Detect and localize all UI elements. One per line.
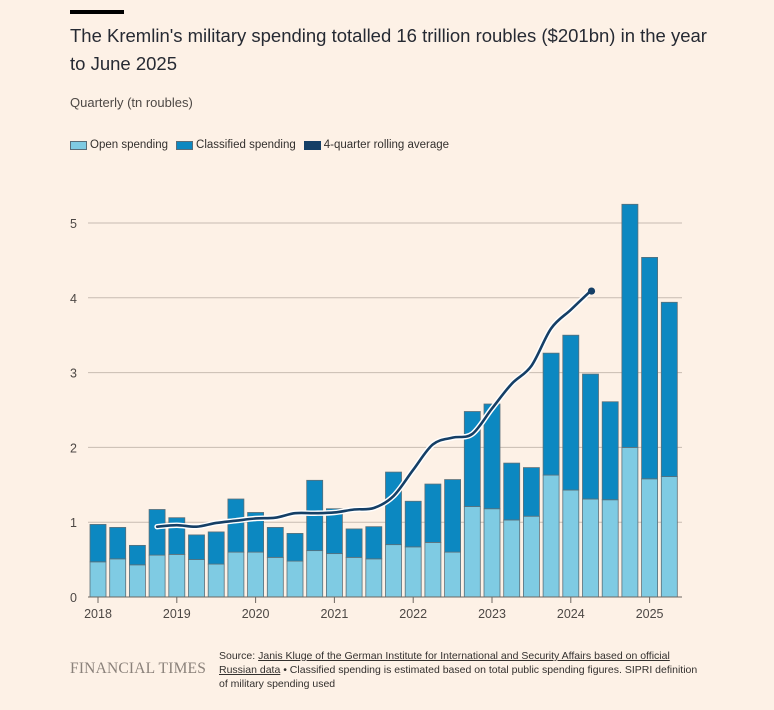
x-tick-label: 2019 xyxy=(163,607,191,621)
bar-open xyxy=(168,553,186,598)
x-tick-label: 2023 xyxy=(478,607,506,621)
x-tick-label: 2020 xyxy=(242,607,270,621)
y-tick-label: 4 xyxy=(70,292,77,306)
bar-open xyxy=(89,561,107,598)
bar-classified xyxy=(444,479,462,553)
y-tick-label: 0 xyxy=(70,591,77,605)
bar-classified xyxy=(582,373,599,500)
bar-classified xyxy=(404,500,422,548)
bar-open xyxy=(523,515,540,598)
source-note-text: • Classified spending is estimated based… xyxy=(219,664,698,690)
bar-open xyxy=(404,546,422,598)
chart-title: The Kremlin's military spending totalled… xyxy=(70,25,707,74)
legend-swatch-rolling-average xyxy=(303,140,321,150)
y-tick-label: 3 xyxy=(70,367,77,381)
bar-classified xyxy=(148,509,166,556)
bar-open xyxy=(306,550,324,598)
bar-classified xyxy=(562,334,580,491)
bar-open xyxy=(641,478,658,598)
ft-top-rule xyxy=(70,10,124,14)
bar-classified xyxy=(247,512,265,553)
legend-item-classified: Classified spending xyxy=(176,139,296,151)
chart-subtitle: Quarterly (tn roubles) xyxy=(70,95,193,110)
bar-classified xyxy=(424,483,442,543)
bar-classified xyxy=(286,533,304,562)
bar-classified xyxy=(660,301,678,477)
rolling-average-endpoint xyxy=(587,287,596,295)
legend-item-open: Open spending xyxy=(70,139,168,151)
y-tick-label: 1 xyxy=(70,516,77,530)
x-tick-label: 2022 xyxy=(399,607,427,621)
bar-open xyxy=(207,563,225,598)
bar-open xyxy=(385,544,402,598)
bar-open xyxy=(227,551,245,598)
rolling-average-line xyxy=(155,289,592,529)
source-note: Source: Janis Kluge of the German Instit… xyxy=(219,649,699,691)
y-tick-label: 5 xyxy=(70,217,77,231)
legend-label-classified: Classified spending xyxy=(196,139,296,151)
bar-open xyxy=(365,558,383,598)
bar-open xyxy=(148,554,166,598)
bar-classified xyxy=(188,534,205,561)
bar-classified xyxy=(109,527,127,560)
bar-open xyxy=(582,498,599,598)
bar-classified xyxy=(542,352,560,476)
bar-open xyxy=(463,506,481,598)
bar-open xyxy=(503,519,521,598)
bar-classified xyxy=(641,257,658,480)
chart-plot: 0 1 2 3 4 5 2018 2019 2020 2021 2022 2023 2024 2025 xyxy=(70,203,682,621)
y-tick-label: 2 xyxy=(70,441,77,455)
x-tick-label: 2018 xyxy=(84,607,112,621)
bar-open xyxy=(444,551,462,598)
bar-classified xyxy=(503,462,521,521)
bar-open xyxy=(109,558,127,598)
x-tick-label: 2021 xyxy=(320,607,348,621)
legend-swatch-open xyxy=(70,140,87,150)
x-tick-label: 2025 xyxy=(636,607,664,621)
bar-open xyxy=(424,541,442,598)
source-link[interactable]: Janis Kluge of the German Institute for … xyxy=(219,650,670,676)
legend-label-rolling-average: 4-quarter rolling average xyxy=(323,139,450,151)
bar-classified xyxy=(266,527,284,558)
bar-open xyxy=(621,446,639,598)
bar-open xyxy=(286,560,304,598)
bar-open xyxy=(542,474,560,598)
bar-classified xyxy=(365,526,383,560)
bar-open xyxy=(483,508,501,598)
bar-classified xyxy=(227,498,245,553)
bar-classified xyxy=(621,203,639,448)
bar-classified xyxy=(325,508,343,555)
legend: Open spending Classified spending 4-quar… xyxy=(70,139,449,151)
x-tick-label: 2024 xyxy=(557,607,585,621)
source-prefix: Source: xyxy=(219,650,259,662)
bar-open xyxy=(247,551,265,598)
bar-classified xyxy=(345,528,363,558)
bar-open xyxy=(345,556,363,598)
bar-classified xyxy=(483,403,501,510)
legend-swatch-classified xyxy=(176,140,194,150)
bar-open xyxy=(188,559,205,598)
ft-logo: FINANCIAL TIMES xyxy=(70,660,207,677)
bar-open xyxy=(128,564,146,598)
bar-classified xyxy=(601,401,619,501)
bar-open xyxy=(562,489,580,598)
bar-classified xyxy=(128,544,146,566)
legend-item-rolling-average: 4-quarter rolling average xyxy=(303,139,450,151)
bar-classified xyxy=(523,467,540,517)
bar-open xyxy=(660,476,678,598)
legend-label-open: Open spending xyxy=(90,139,169,151)
bar-classified xyxy=(207,531,225,565)
bar-open xyxy=(325,553,343,598)
bar-classified xyxy=(89,524,107,563)
bar-open xyxy=(601,499,619,598)
bar-classified xyxy=(385,471,402,546)
bar-open xyxy=(266,556,284,598)
